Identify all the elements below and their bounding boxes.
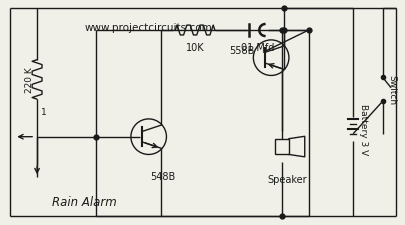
Text: Speaker: Speaker (266, 174, 306, 184)
Text: 548B: 548B (149, 171, 175, 181)
Text: 220 K: 220 K (25, 67, 34, 93)
Text: 558B: 558B (229, 46, 254, 56)
Text: Switch: Switch (386, 75, 395, 105)
Text: www.projectcircuits.com: www.projectcircuits.com (85, 23, 212, 33)
Text: 1: 1 (41, 107, 47, 116)
Text: Rain Alarm: Rain Alarm (52, 195, 116, 208)
Text: Battery 3 V: Battery 3 V (358, 104, 367, 155)
Bar (275, 139, 288, 155)
Text: 10K: 10K (185, 43, 204, 53)
Text: .01 Mfd: .01 Mfd (238, 43, 274, 53)
